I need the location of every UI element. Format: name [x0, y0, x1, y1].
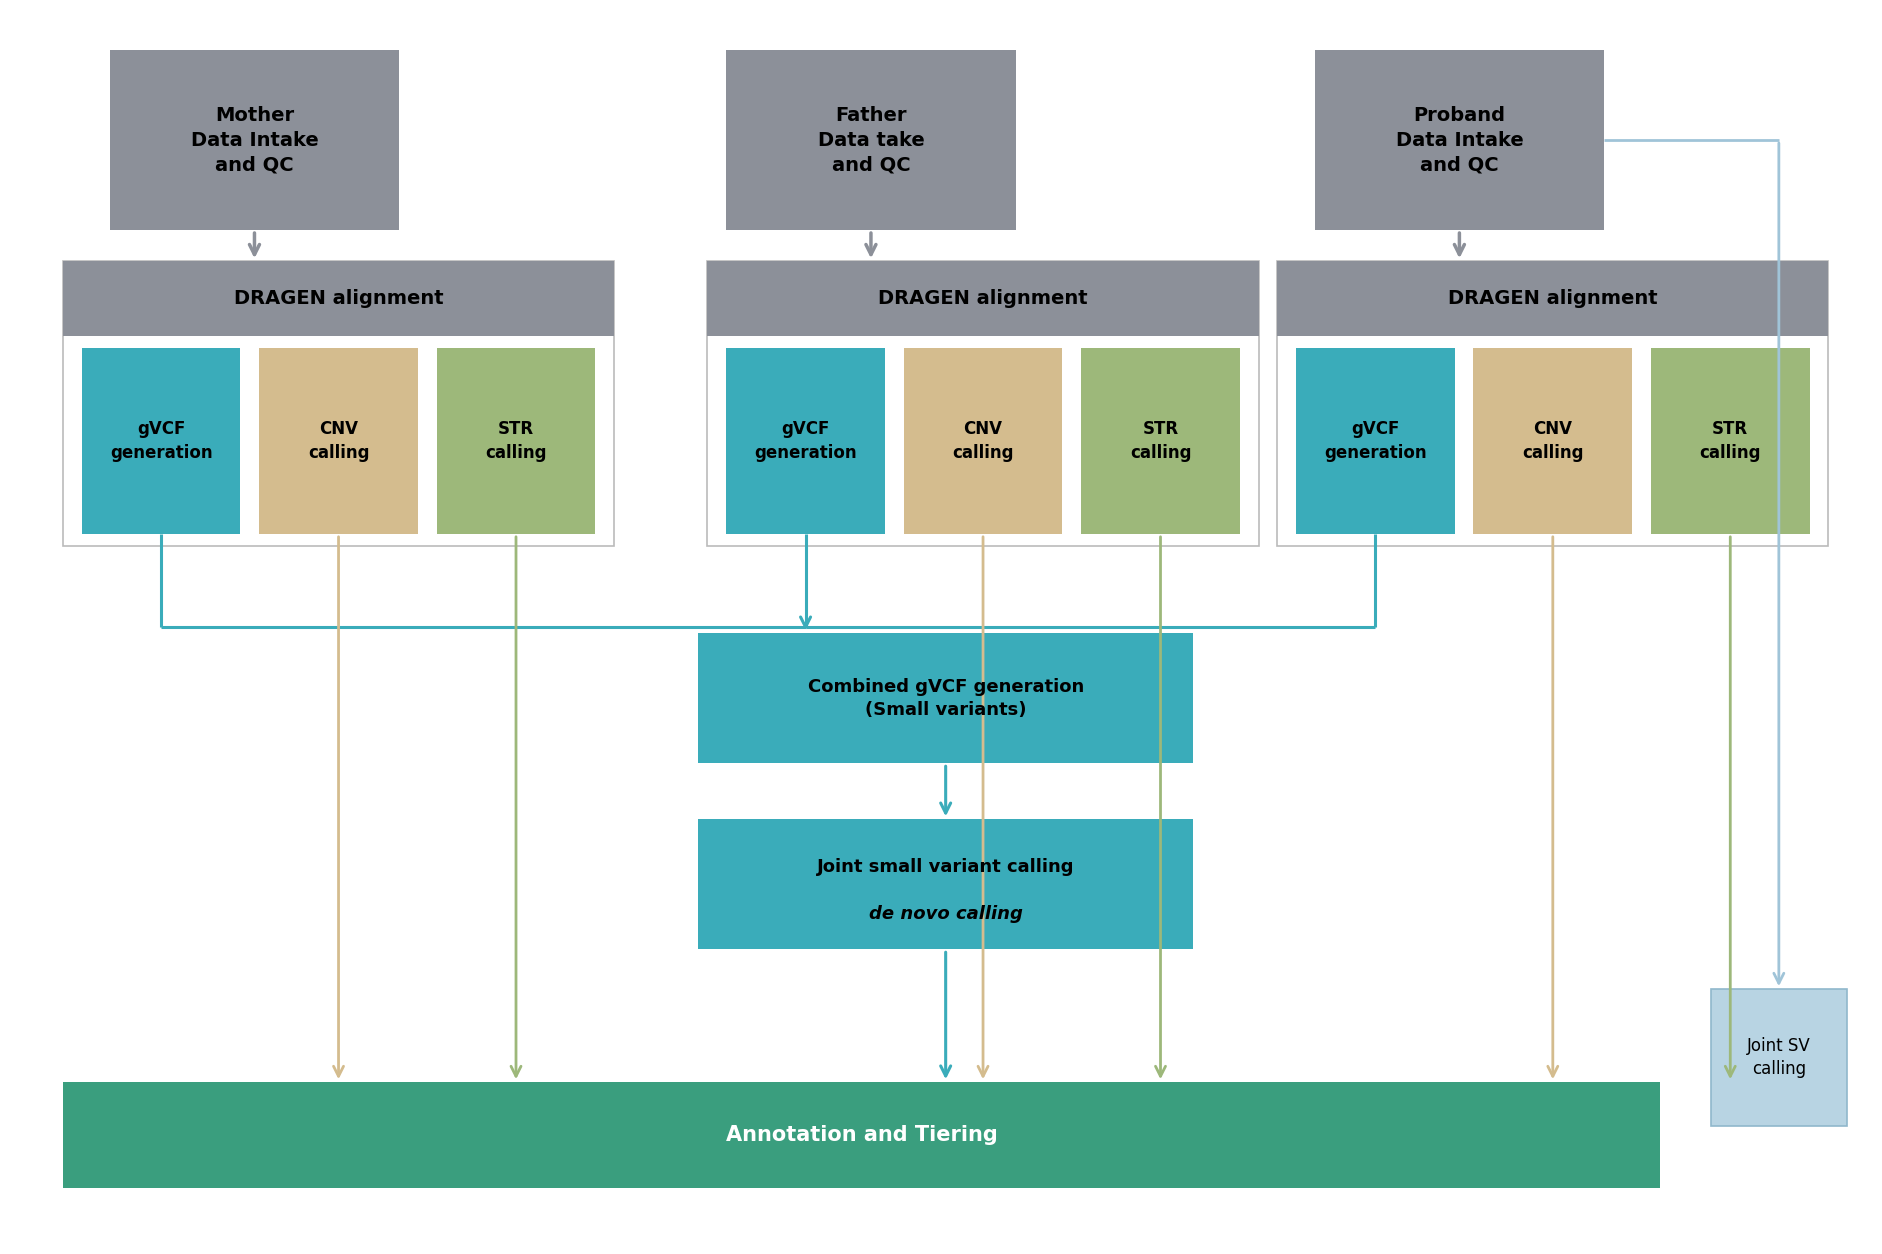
Text: Mother
Data Intake
and QC: Mother Data Intake and QC	[190, 105, 318, 174]
FancyBboxPatch shape	[1316, 50, 1603, 231]
FancyBboxPatch shape	[1278, 261, 1827, 336]
Text: CNV
calling: CNV calling	[952, 420, 1014, 461]
Text: Father
Data take
and QC: Father Data take and QC	[817, 105, 924, 174]
Text: DRAGEN alignment: DRAGEN alignment	[1447, 288, 1658, 308]
FancyBboxPatch shape	[1278, 261, 1827, 547]
Text: gVCF
generation: gVCF generation	[755, 420, 856, 461]
FancyBboxPatch shape	[708, 261, 1259, 547]
FancyBboxPatch shape	[1474, 347, 1632, 534]
FancyBboxPatch shape	[903, 347, 1063, 534]
Text: Annotation and Tiering: Annotation and Tiering	[726, 1125, 997, 1145]
Text: Joint small variant calling: Joint small variant calling	[817, 859, 1075, 877]
FancyBboxPatch shape	[109, 50, 399, 231]
Text: DRAGEN alignment: DRAGEN alignment	[233, 288, 444, 308]
Text: DRAGEN alignment: DRAGEN alignment	[879, 288, 1088, 308]
FancyBboxPatch shape	[708, 261, 1259, 336]
FancyBboxPatch shape	[726, 50, 1016, 231]
FancyBboxPatch shape	[726, 347, 885, 534]
FancyBboxPatch shape	[1651, 347, 1810, 534]
Text: Proband
Data Intake
and QC: Proband Data Intake and QC	[1396, 105, 1523, 174]
Text: CNV
calling: CNV calling	[309, 420, 369, 461]
Text: STR
calling: STR calling	[486, 420, 548, 461]
Text: de novo calling: de novo calling	[869, 905, 1022, 923]
FancyBboxPatch shape	[62, 1082, 1660, 1188]
Text: Combined gVCF generation
(Small variants): Combined gVCF generation (Small variants…	[807, 677, 1084, 719]
Text: STR
calling: STR calling	[1699, 420, 1762, 461]
FancyBboxPatch shape	[698, 819, 1193, 949]
Text: STR
calling: STR calling	[1129, 420, 1191, 461]
FancyBboxPatch shape	[437, 347, 595, 534]
Text: Joint SV
calling: Joint SV calling	[1746, 1037, 1810, 1078]
FancyBboxPatch shape	[260, 347, 418, 534]
FancyBboxPatch shape	[1297, 347, 1455, 534]
FancyBboxPatch shape	[1080, 347, 1240, 534]
FancyBboxPatch shape	[698, 633, 1193, 764]
Text: gVCF
generation: gVCF generation	[1325, 420, 1427, 461]
FancyBboxPatch shape	[62, 261, 614, 547]
Text: CNV
calling: CNV calling	[1523, 420, 1583, 461]
Text: gVCF
generation: gVCF generation	[109, 420, 213, 461]
FancyBboxPatch shape	[81, 347, 241, 534]
FancyBboxPatch shape	[1711, 989, 1846, 1126]
FancyBboxPatch shape	[62, 261, 614, 336]
